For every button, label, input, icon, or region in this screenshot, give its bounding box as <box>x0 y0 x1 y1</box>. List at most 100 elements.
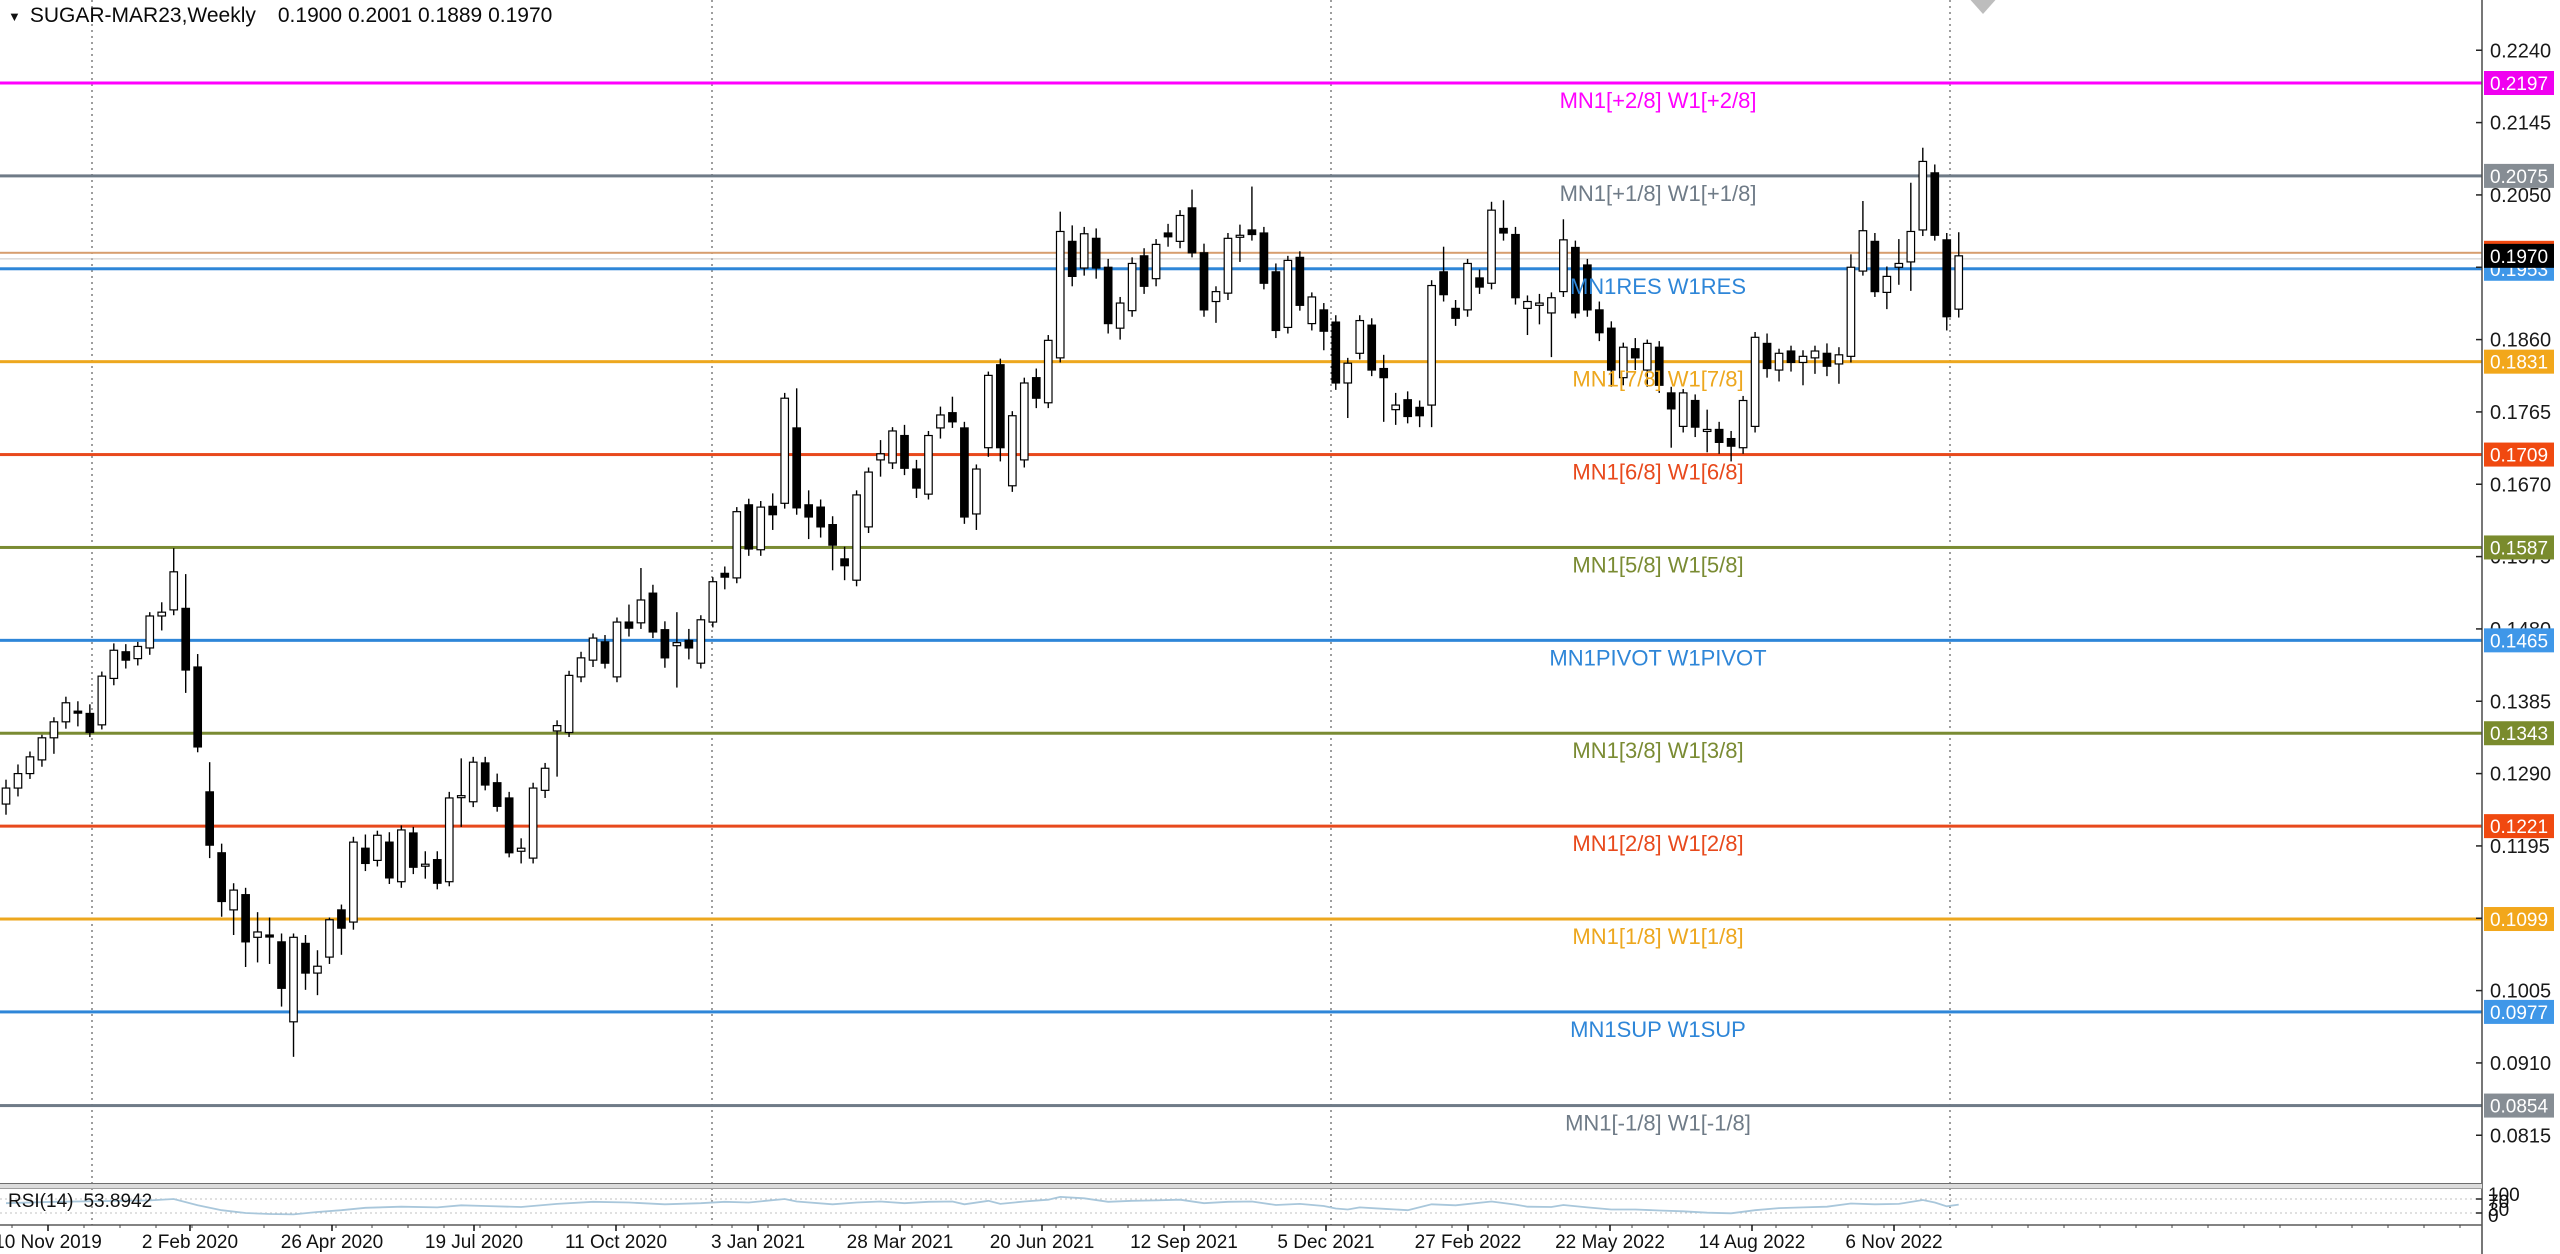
candle-wick <box>1538 293 1541 325</box>
candle-up <box>540 767 550 791</box>
candle-up <box>97 675 107 726</box>
candle-wick <box>460 758 462 827</box>
candle-wick <box>640 568 642 629</box>
level-price-badge <box>2484 71 2554 96</box>
candle-down <box>408 832 418 868</box>
candle-wick <box>77 701 79 727</box>
candle-down <box>960 427 969 518</box>
candle-up <box>516 847 526 852</box>
candle-down <box>1415 406 1424 417</box>
candle-up <box>1618 346 1628 379</box>
candle-down <box>1690 399 1700 428</box>
murrey-level-line <box>0 1010 2482 1014</box>
candle-down <box>73 710 83 714</box>
price-tick-label: 0.1765 <box>2490 402 2551 424</box>
candle-wick <box>1347 357 1349 419</box>
candle-up <box>780 397 790 504</box>
candle-wick <box>1670 386 1672 448</box>
date-label: 26 Apr 2020 <box>281 1232 383 1253</box>
date-label: 22 May 2022 <box>1555 1232 1665 1253</box>
level-price-badge <box>2484 999 2554 1024</box>
candle-up <box>1 787 11 805</box>
candle-wick <box>556 720 558 777</box>
candle-up <box>1127 262 1137 312</box>
level-price-badge-value: 0.0854 <box>2490 1097 2549 1118</box>
date-label: 19 Jul 2020 <box>425 1232 523 1253</box>
candle-down <box>792 427 802 509</box>
murrey-level-label: MN1[6/8] W1[6/8] <box>1572 460 1743 485</box>
candle-down <box>1822 352 1832 367</box>
candle-up <box>37 737 47 761</box>
chart-title: ▼ SUGAR-MAR23,Weekly 0.1900 0.2001 0.188… <box>8 4 552 28</box>
candle-up <box>1774 352 1784 371</box>
candle-up <box>1355 319 1365 354</box>
candle-up <box>13 772 23 789</box>
candle-wick <box>1526 295 1529 336</box>
murrey-level-line <box>0 360 2482 364</box>
murrey-level-line <box>0 545 2482 549</box>
level-price-badge <box>2484 535 2554 560</box>
candle-up <box>732 511 742 579</box>
candle-up <box>1918 160 1928 231</box>
down-triangle-marker[interactable] <box>1967 0 1999 14</box>
candle-down <box>193 666 203 748</box>
candle-down <box>265 934 274 938</box>
candle-up <box>1079 233 1089 269</box>
price-tick-label: 0.1860 <box>2490 330 2551 352</box>
collapse-ohlc-icon[interactable]: ▼ <box>8 8 21 24</box>
candle-up <box>708 581 718 623</box>
candle-down <box>301 942 310 974</box>
candle-down <box>828 524 837 546</box>
level-price-badge <box>2484 1093 2554 1118</box>
level-price-badge-value: 0.1831 <box>2490 353 2548 374</box>
candle-up <box>1235 234 1245 238</box>
date-label: 5 Dec 2021 <box>1277 1232 1374 1253</box>
candle-down <box>1630 348 1640 359</box>
candle-up <box>468 761 478 803</box>
candle-wick <box>1215 286 1217 323</box>
date-label: 11 Oct 2020 <box>565 1232 667 1253</box>
date-label: 2 Feb 2020 <box>142 1232 238 1253</box>
candle-wick <box>1550 292 1553 358</box>
candle-down <box>361 847 370 865</box>
candle-down <box>1091 237 1101 269</box>
candle-up <box>157 611 167 617</box>
candle-down <box>1331 321 1341 384</box>
panel-splitter[interactable] <box>0 1183 2482 1189</box>
candle-up <box>564 674 574 734</box>
candle-up <box>1535 302 1544 306</box>
rsi-indicator-label: RSI(14) 53.8942 <box>8 1191 162 1213</box>
candle-down <box>1139 255 1149 287</box>
candle-up <box>1391 404 1401 411</box>
candle-up <box>444 797 454 883</box>
date-label: 27 Feb 2022 <box>1415 1232 1522 1253</box>
candle-up <box>289 936 298 1023</box>
candle-up <box>349 841 358 923</box>
candle-up <box>1055 230 1065 359</box>
candle-down <box>241 894 250 943</box>
date-label: 10 Nov 2019 <box>0 1232 102 1253</box>
candle-down <box>1594 309 1604 334</box>
murrey-level-line <box>0 81 2482 85</box>
candle-down <box>1475 277 1484 288</box>
candle-down <box>504 797 514 854</box>
level-price-badge <box>2484 814 2554 839</box>
candle-up <box>876 453 885 461</box>
candle-down <box>1714 428 1724 443</box>
price-tick-label: 0.1670 <box>2490 474 2551 496</box>
murrey-level-label: MN1[2/8] W1[2/8] <box>1572 831 1743 856</box>
candle-down <box>684 639 694 649</box>
candle-up <box>888 430 897 464</box>
candle-down <box>648 592 658 633</box>
candle-up <box>576 657 586 678</box>
price-tick-label: 0.1385 <box>2490 691 2551 713</box>
bid-line <box>0 258 2482 260</box>
candle-down <box>1403 399 1413 418</box>
candle-down <box>1511 233 1520 299</box>
candle-down <box>121 651 131 661</box>
candle-wick <box>340 904 343 955</box>
candle-up <box>1882 275 1892 293</box>
level-price-badge-value: 0.0977 <box>2490 1003 2548 1024</box>
candle-up <box>696 619 706 664</box>
